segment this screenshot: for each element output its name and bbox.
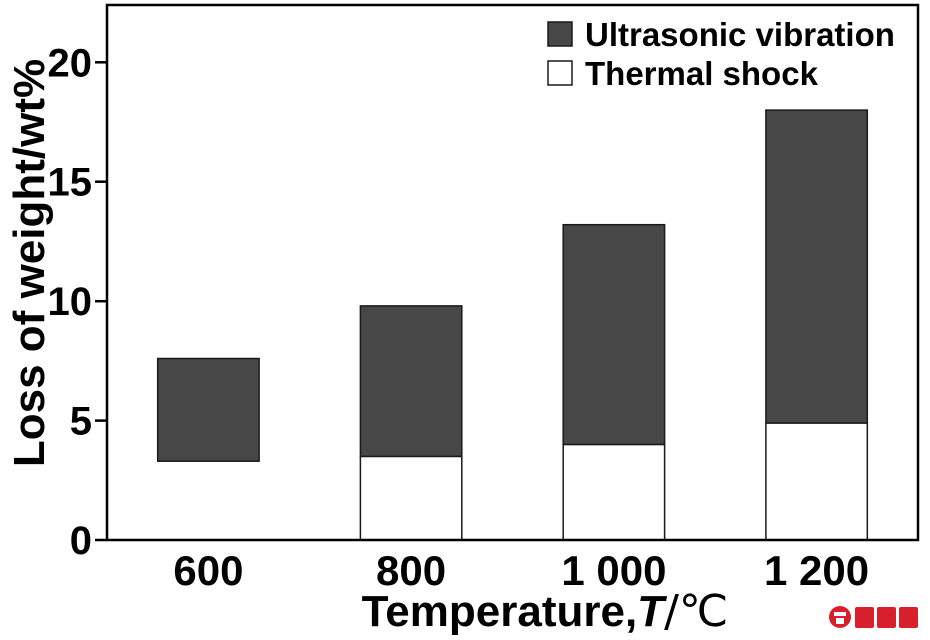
legend: Ultrasonic vibration Thermal shock (547, 16, 895, 92)
x-tick-label: 1 000 (561, 547, 666, 594)
x-tick-label: 600 (173, 547, 243, 594)
x-axis-tick-labels: 600 800 1 000 1 200 (173, 547, 869, 594)
y-tick-label: 10 (48, 280, 93, 324)
x-tick-label: 800 (376, 547, 446, 594)
bar-thermal-shock-1-000 (562, 443, 666, 541)
x-axis-title-text: Temperature, (362, 587, 638, 636)
y-tick-label: 0 (70, 519, 92, 563)
y-tick-label: 5 (70, 400, 92, 444)
y-tick-label: 15 (48, 161, 93, 205)
legend-swatch-thermal-shock (547, 60, 573, 86)
plot-frame (105, 3, 920, 542)
watermark-lettering (855, 607, 918, 628)
watermark-logo (829, 606, 918, 628)
bar-ultrasonic-vibration-1-000 (562, 223, 666, 446)
bar-thermal-shock-1-200 (765, 422, 869, 541)
bar-ultrasonic-vibration-600 (156, 357, 260, 462)
legend-label-thermal-shock: Thermal shock (585, 55, 819, 92)
bar-thermal-shock-800 (359, 455, 463, 541)
bar-ultrasonic-vibration-1-200 (765, 109, 869, 424)
y-axis-title: Loss of weight/wt% (5, 59, 54, 467)
legend-swatch-ultrasonic-vibration (547, 21, 573, 47)
watermark-circle-mark (834, 612, 846, 624)
x-axis-title: Temperature,T/℃ (362, 586, 729, 637)
y-tick-label: 20 (48, 41, 93, 85)
bar-ultrasonic-vibration-800 (359, 305, 463, 458)
x-tick-label: 1 200 (764, 547, 869, 594)
y-axis-ticks: 0 5 10 15 20 (48, 41, 107, 563)
watermark-circle-icon (829, 606, 851, 628)
x-axis-title-symbol: T (637, 587, 667, 636)
legend-label-ultrasonic-vibration: Ultrasonic vibration (585, 16, 895, 53)
bars-layer (156, 109, 869, 541)
x-axis-title-unit: /℃ (664, 586, 728, 637)
